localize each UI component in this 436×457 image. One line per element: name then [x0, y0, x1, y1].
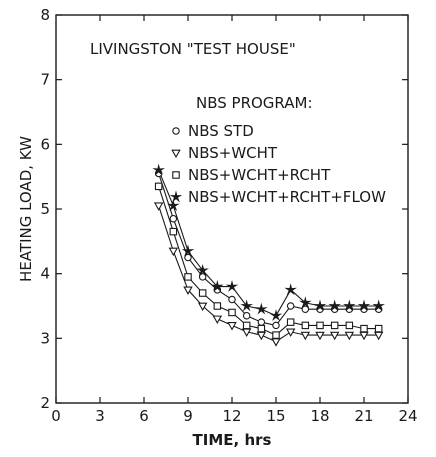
legend: NBS STD NBS+WCHT NBS+WCHT+RCHT NBS+WCHT+RCH… — [169, 122, 386, 206]
data-point-nbs-wcht — [344, 331, 355, 341]
data-point-nbs-wcht-rcht-flow — [211, 280, 224, 292]
data-point-nbs-wcht-rcht-flow — [167, 199, 180, 212]
data-point-nbs-std — [198, 273, 207, 281]
series-line-nbs-wcht — [158, 205, 379, 343]
data-point-nbs-std — [228, 295, 236, 304]
x-tick-label: 15 — [266, 407, 285, 425]
x-tick-label: 21 — [354, 407, 373, 425]
legend-marker-nbs-wcht-rcht-flow — [169, 190, 183, 203]
data-point-nbs-wcht-rcht — [360, 324, 368, 333]
data-point-nbs-wcht-rcht — [154, 182, 163, 191]
data-point-nbs-wcht-rcht-flow — [299, 296, 312, 309]
data-point-nbs-wcht-rcht-flow — [152, 163, 165, 176]
y-axis-label: HEATING LOAD, KW — [17, 136, 35, 282]
legend-title: NBS PROGRAM: — [196, 94, 313, 112]
data-point-nbs-std — [301, 305, 310, 313]
data-point-nbs-wcht-rcht — [330, 321, 339, 330]
data-point-nbs-wcht-rcht — [374, 324, 383, 333]
series-lines — [158, 169, 379, 343]
data-point-nbs-wcht-rcht — [184, 273, 192, 281]
data-point-nbs-wcht-rcht-flow — [328, 299, 341, 312]
data-point-nbs-std — [257, 318, 266, 326]
y-tick-label: 4 — [40, 265, 50, 283]
data-point-nbs-wcht-rcht-flow — [196, 263, 209, 276]
data-point-nbs-std — [286, 302, 295, 310]
x-tick-label: 3 — [95, 407, 105, 425]
data-point-nbs-wcht — [359, 331, 369, 341]
x-tick-label: 6 — [139, 407, 149, 425]
data-point-nbs-wcht-rcht-flow — [225, 280, 239, 292]
legend-marker-nbs-std — [172, 127, 180, 135]
data-point-nbs-wcht-rcht — [169, 227, 178, 236]
y-tick-label: 7 — [40, 71, 50, 89]
data-point-nbs-wcht-rcht — [198, 289, 207, 297]
plot-frame — [55, 14, 409, 404]
data-point-nbs-wcht — [183, 286, 193, 295]
data-point-nbs-wcht — [315, 331, 325, 341]
data-point-nbs-wcht-rcht-flow — [269, 309, 283, 322]
data-point-nbs-wcht-rcht-flow — [343, 299, 356, 312]
y-tick-label: 6 — [40, 135, 50, 153]
data-point-nbs-wcht-rcht-flow — [284, 283, 297, 296]
data-point-nbs-wcht — [197, 302, 208, 312]
data-point-nbs-wcht — [271, 338, 281, 347]
legend-label-nbs-std: NBS STD — [188, 122, 254, 140]
data-point-nbs-wcht — [300, 331, 311, 341]
data-point-nbs-wcht-rcht — [316, 321, 324, 330]
x-tick-label: 12 — [222, 407, 241, 425]
data-point-nbs-std — [169, 214, 178, 223]
data-point-nbs-wcht-rcht — [213, 302, 222, 310]
data-point-nbs-std — [184, 253, 192, 262]
x-axis-label: TIME, hrs — [193, 431, 272, 449]
x-tick-label: 9 — [183, 407, 193, 425]
x-tick-label: 24 — [398, 407, 417, 425]
data-point-nbs-wcht — [168, 247, 179, 257]
data-point-nbs-wcht — [227, 322, 237, 331]
data-point-nbs-wcht — [212, 315, 223, 325]
series-line-nbs-wcht-rcht — [158, 186, 379, 336]
data-point-nbs-wcht-rcht — [345, 321, 354, 330]
data-point-nbs-wcht-rcht-flow — [181, 244, 195, 257]
y-axis: 2 3 4 5 6 7 8 — [40, 6, 408, 412]
data-point-nbs-wcht-rcht-flow — [357, 299, 371, 312]
series-line-nbs-wcht-rcht-flow — [158, 169, 379, 317]
data-point-nbs-wcht — [329, 331, 340, 341]
data-point-nbs-wcht — [153, 202, 164, 211]
legend-label-nbs-wcht: NBS+WCHT — [188, 144, 278, 162]
data-point-nbs-wcht-rcht — [286, 318, 295, 326]
data-point-nbs-wcht-rcht-flow — [313, 299, 327, 312]
legend-label-nbs-wcht-rcht: NBS+WCHT+RCHT — [188, 166, 331, 184]
data-point-nbs-wcht-rcht-flow — [240, 299, 253, 312]
data-point-nbs-std — [242, 311, 251, 320]
y-tick-label: 5 — [40, 200, 50, 218]
x-tick-label: 18 — [310, 407, 329, 425]
y-tick-label: 3 — [40, 329, 50, 347]
y-tick-label: 2 — [40, 394, 50, 412]
legend-marker-nbs-wcht — [171, 149, 181, 159]
data-point-nbs-wcht-rcht — [257, 324, 266, 333]
data-point-nbs-wcht-rcht-flow — [372, 299, 385, 312]
x-axis: 0 3 6 9 12 15 18 21 24 — [51, 15, 418, 425]
x-tick-label: 0 — [51, 407, 61, 425]
data-point-nbs-wcht-rcht — [272, 331, 280, 339]
legend-label-nbs-wcht-rcht-flow: NBS+WCHT+RCHT+FLOW — [188, 188, 386, 206]
series-line-nbs-std — [158, 173, 379, 327]
series-points — [152, 163, 385, 347]
data-point-nbs-wcht-rcht — [228, 308, 236, 317]
data-point-nbs-wcht-rcht — [301, 321, 310, 330]
data-point-nbs-wcht — [285, 328, 296, 337]
legend-marker-nbs-wcht-rcht — [172, 171, 180, 179]
data-point-nbs-std — [272, 321, 280, 330]
y-tick-label: 8 — [40, 6, 50, 24]
data-point-nbs-wcht-rcht — [242, 321, 251, 330]
data-point-nbs-wcht — [373, 331, 384, 341]
chart-title: LIVINGSTON "TEST HOUSE" — [90, 40, 296, 58]
data-point-nbs-wcht-rcht-flow — [255, 302, 268, 315]
